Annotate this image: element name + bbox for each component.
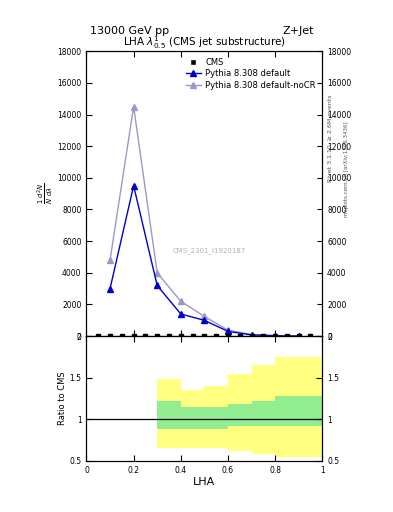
Title: LHA $\lambda^1_{0.5}$ (CMS jet substructure): LHA $\lambda^1_{0.5}$ (CMS jet substruct… [123,34,286,51]
Text: CMS_2301_I1920187: CMS_2301_I1920187 [173,247,246,254]
Text: mcplots.cern.ch [arXiv:1306.3436]: mcplots.cern.ch [arXiv:1306.3436] [344,121,349,217]
X-axis label: LHA: LHA [193,477,215,487]
Y-axis label: Ratio to CMS: Ratio to CMS [58,372,67,425]
Y-axis label: $\frac{1}{N}\frac{d^2N}{d\lambda}$: $\frac{1}{N}\frac{d^2N}{d\lambda}$ [35,183,55,204]
Legend: CMS, Pythia 8.308 default, Pythia 8.308 default-noCR: CMS, Pythia 8.308 default, Pythia 8.308 … [184,55,318,92]
Text: Z+Jet: Z+Jet [283,26,314,36]
Text: 13000 GeV pp: 13000 GeV pp [90,26,169,36]
Text: Rivet 3.1.10, ≥ 2.6M events: Rivet 3.1.10, ≥ 2.6M events [328,95,333,182]
